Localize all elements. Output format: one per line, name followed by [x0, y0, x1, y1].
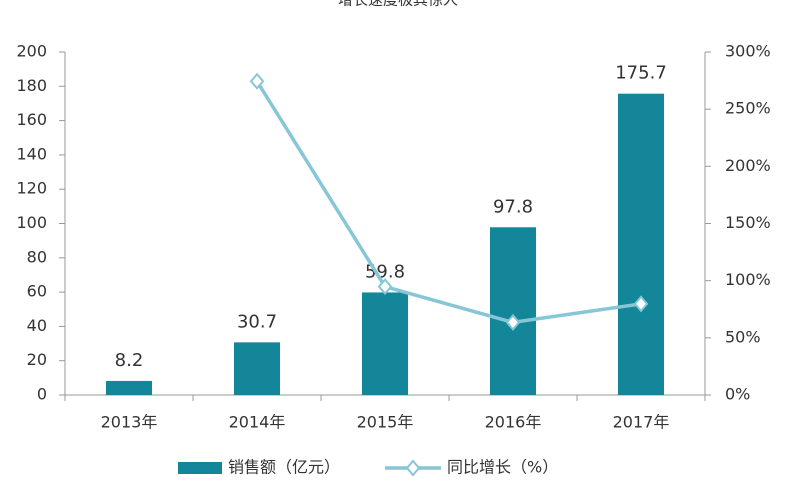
y-tick-label: 180	[16, 76, 47, 95]
y-tick-label: 140	[16, 144, 47, 163]
value-label: 97.8	[493, 196, 533, 217]
bar	[362, 292, 408, 395]
y2-tick-label: 300%	[725, 42, 771, 61]
line-marker	[633, 295, 649, 313]
y-tick-label: 0	[37, 385, 47, 404]
y-tick-label: 120	[16, 179, 47, 198]
bar	[106, 380, 152, 395]
y2-tick-label: 200%	[725, 156, 771, 175]
value-label: 175.7	[615, 63, 667, 84]
x-tick-label: 2017年	[613, 413, 670, 432]
y2-tick-label: 0%	[725, 385, 750, 404]
y-tick-label: 40	[27, 316, 47, 335]
value-label: 30.7	[237, 311, 277, 332]
y-tick-label: 100	[16, 213, 47, 232]
y2-tick-label: 150%	[725, 213, 771, 232]
y-tick-label: 80	[27, 247, 47, 266]
bar	[234, 342, 280, 395]
x-tick-label: 2016年	[485, 413, 542, 432]
x-tick-label: 2013年	[101, 413, 158, 432]
y-tick-label: 200	[16, 42, 47, 61]
legend-label: 销售额（亿元）	[228, 458, 340, 477]
legend-swatch	[405, 459, 421, 477]
line-marker	[249, 72, 265, 90]
line-marker	[505, 313, 521, 331]
value-label: 59.8	[365, 261, 405, 282]
y-tick-label: 60	[27, 282, 47, 301]
y-tick-label: 160	[16, 110, 47, 129]
bar	[618, 93, 664, 395]
value-label: 8.2	[115, 350, 144, 371]
y2-tick-label: 250%	[725, 99, 771, 118]
y2-tick-label: 50%	[725, 327, 761, 346]
line	[255, 80, 642, 325]
legend-label: 同比增长（%）	[447, 458, 558, 477]
y-tick-label: 20	[27, 350, 47, 369]
legend-swatch	[178, 462, 222, 474]
bar	[490, 227, 536, 395]
x-tick-label: 2015年	[357, 413, 414, 432]
x-tick-label: 2014年	[229, 413, 286, 432]
chart-title: 增长速度极其惊人	[338, 0, 458, 9]
line-marker	[377, 278, 393, 296]
y2-tick-label: 100%	[725, 270, 771, 289]
